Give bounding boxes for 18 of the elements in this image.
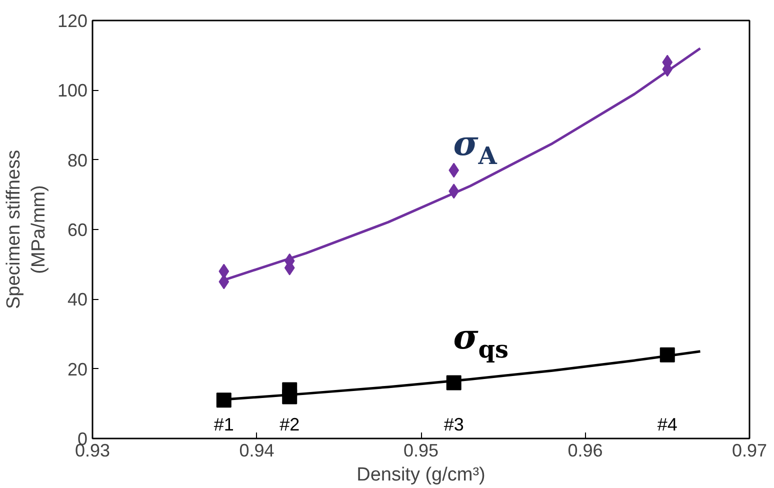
x-axis-title: Density (g/cm³) <box>356 464 486 486</box>
y-tick-label: 40 <box>67 290 88 310</box>
x-tick-label: 0.94 <box>239 440 274 460</box>
y-tick-label: 60 <box>67 220 88 240</box>
y-axis-title: Specimen stiffness (MPa/mm) <box>3 150 50 310</box>
annotation: #2 <box>280 414 300 434</box>
y-tick-label: 120 <box>57 11 88 31</box>
y-tick-label: 20 <box>67 359 88 380</box>
annotation: #4 <box>657 414 678 434</box>
x-tick-label: 0.96 <box>568 440 603 460</box>
x-tick-label: 0.95 <box>403 440 439 460</box>
annotation: #1 <box>214 414 234 434</box>
point <box>216 392 232 408</box>
point <box>448 162 460 178</box>
y-tick-label: 80 <box>67 150 88 170</box>
y-tick-label: 100 <box>57 80 88 101</box>
annotation: #3 <box>444 414 464 434</box>
x-tick-label: 0.97 <box>732 440 768 460</box>
